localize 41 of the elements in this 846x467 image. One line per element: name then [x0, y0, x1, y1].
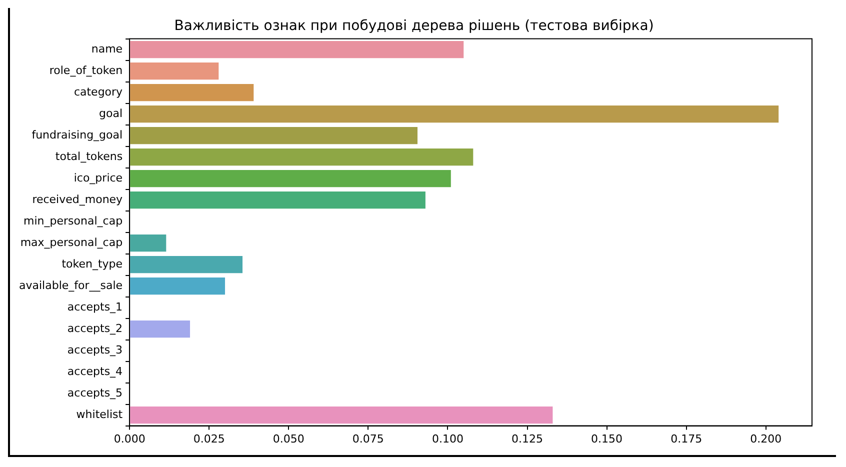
y-tick-label: accepts_4 — [67, 364, 123, 378]
x-tick-label: 0.200 — [750, 432, 782, 446]
bar — [130, 84, 254, 102]
y-tick-label: accepts_2 — [67, 322, 123, 335]
y-tick-label: role_of_token — [49, 64, 123, 77]
x-tick-label: 0.125 — [512, 432, 544, 446]
y-tick-label: total_tokens — [55, 150, 123, 163]
y-tick-label: max_personal_cap — [20, 236, 123, 249]
x-tick-label: 0.050 — [272, 432, 304, 446]
chart-title: Важливість ознак при побудові дерева рішень (тестова вибірка) — [174, 18, 654, 34]
y-tick-label: accepts_5 — [67, 386, 123, 400]
bar — [130, 320, 190, 338]
y-tick-label: available_for__sale — [18, 278, 123, 292]
bar — [130, 234, 166, 252]
x-tick-label: 0.000 — [114, 432, 146, 446]
y-tick-label: accepts_1 — [67, 300, 123, 314]
bar — [130, 62, 219, 80]
x-tick-label: 0.075 — [352, 432, 384, 446]
x-tick-label: 0.025 — [193, 432, 225, 446]
x-tick-label: 0.100 — [432, 432, 464, 446]
bar — [130, 406, 553, 424]
y-tick-label: category — [74, 85, 124, 98]
y-tick-label: whitelist — [76, 408, 124, 421]
y-tick-label: ico_price — [74, 171, 123, 184]
bar — [130, 277, 226, 295]
y-tick-label: goal — [99, 106, 123, 120]
bar — [130, 126, 418, 144]
bar — [130, 256, 243, 274]
y-tick-label: accepts_3 — [67, 343, 123, 356]
y-tick-label: received_money — [32, 192, 124, 206]
bar — [130, 191, 426, 209]
bar — [130, 105, 779, 123]
y-tick-label: fundraising_goal — [32, 128, 123, 142]
y-tick-label: name — [91, 42, 123, 56]
bar — [130, 148, 474, 166]
y-tick-label: token_type — [62, 257, 123, 270]
bar — [130, 40, 464, 58]
bar — [130, 170, 451, 188]
x-tick-label: 0.175 — [670, 432, 702, 446]
x-tick-label: 0.150 — [591, 432, 623, 446]
y-tick-label: min_personal_cap — [24, 214, 123, 228]
